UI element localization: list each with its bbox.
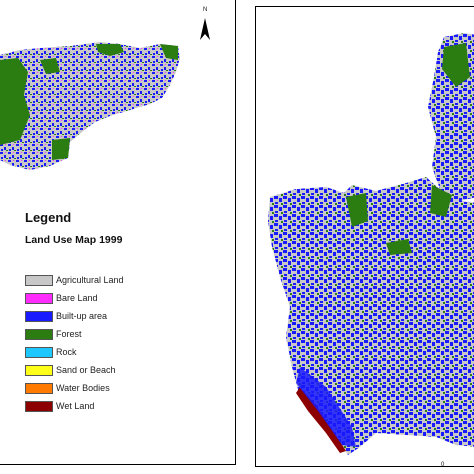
built-up-cluster: [296, 367, 356, 447]
legend-title: Legend: [25, 210, 72, 225]
legend-swatch: [25, 292, 53, 304]
right-map: [268, 33, 474, 455]
legend-swatch: [25, 346, 53, 358]
left-map-region: [0, 42, 180, 170]
forest-patch: [52, 138, 70, 160]
legend-label: Rock: [56, 347, 77, 357]
north-label: N: [203, 7, 208, 13]
legend-swatch: [25, 382, 53, 394]
legend-swatch: [25, 310, 53, 322]
wetland-strip: [296, 387, 346, 453]
legend-label: Sand or Beach: [56, 365, 116, 375]
legend-item: Agricultural Land: [25, 271, 124, 289]
forest-patch: [160, 44, 178, 60]
legend-swatch: [25, 364, 53, 376]
legend-swatch: [25, 400, 53, 412]
forest-patch: [96, 44, 124, 56]
legend-label: Water Bodies: [56, 383, 110, 393]
right-map-panel: 0: [255, 6, 474, 468]
forest-patch: [386, 239, 412, 255]
north-arrow-icon: [198, 10, 212, 42]
legend-list: Agricultural Land Bare Land Built-up are…: [25, 271, 124, 415]
legend-item: Water Bodies: [25, 379, 124, 397]
left-map-panel: N Legend Land Use Map 1999 Agricultural …: [0, 0, 236, 465]
forest-patch: [430, 185, 452, 217]
legend-label: Built-up area: [56, 311, 108, 321]
forest-patch: [442, 43, 470, 87]
forest-patch: [346, 193, 368, 227]
legend-swatch: [25, 328, 53, 340]
legend-item: Built-up area: [25, 307, 124, 325]
legend-item: Bare Land: [25, 289, 124, 307]
legend-item: Wet Land: [25, 397, 124, 415]
legend-swatch: [25, 274, 53, 286]
legend-label: Forest: [56, 329, 82, 339]
legend-label: Agricultural Land: [56, 275, 124, 285]
legend-subtitle: Land Use Map 1999: [25, 234, 123, 246]
legend-item: Forest: [25, 325, 124, 343]
legend-item: Sand or Beach: [25, 361, 124, 379]
legend-label: Bare Land: [56, 293, 98, 303]
right-map-region: [268, 177, 474, 455]
legend-item: Rock: [25, 343, 124, 361]
forest-patch: [0, 58, 30, 145]
left-map: [0, 42, 180, 170]
scale-bar-label: 0: [441, 462, 445, 468]
legend-label: Wet Land: [56, 401, 95, 411]
forest-patch: [40, 58, 60, 74]
